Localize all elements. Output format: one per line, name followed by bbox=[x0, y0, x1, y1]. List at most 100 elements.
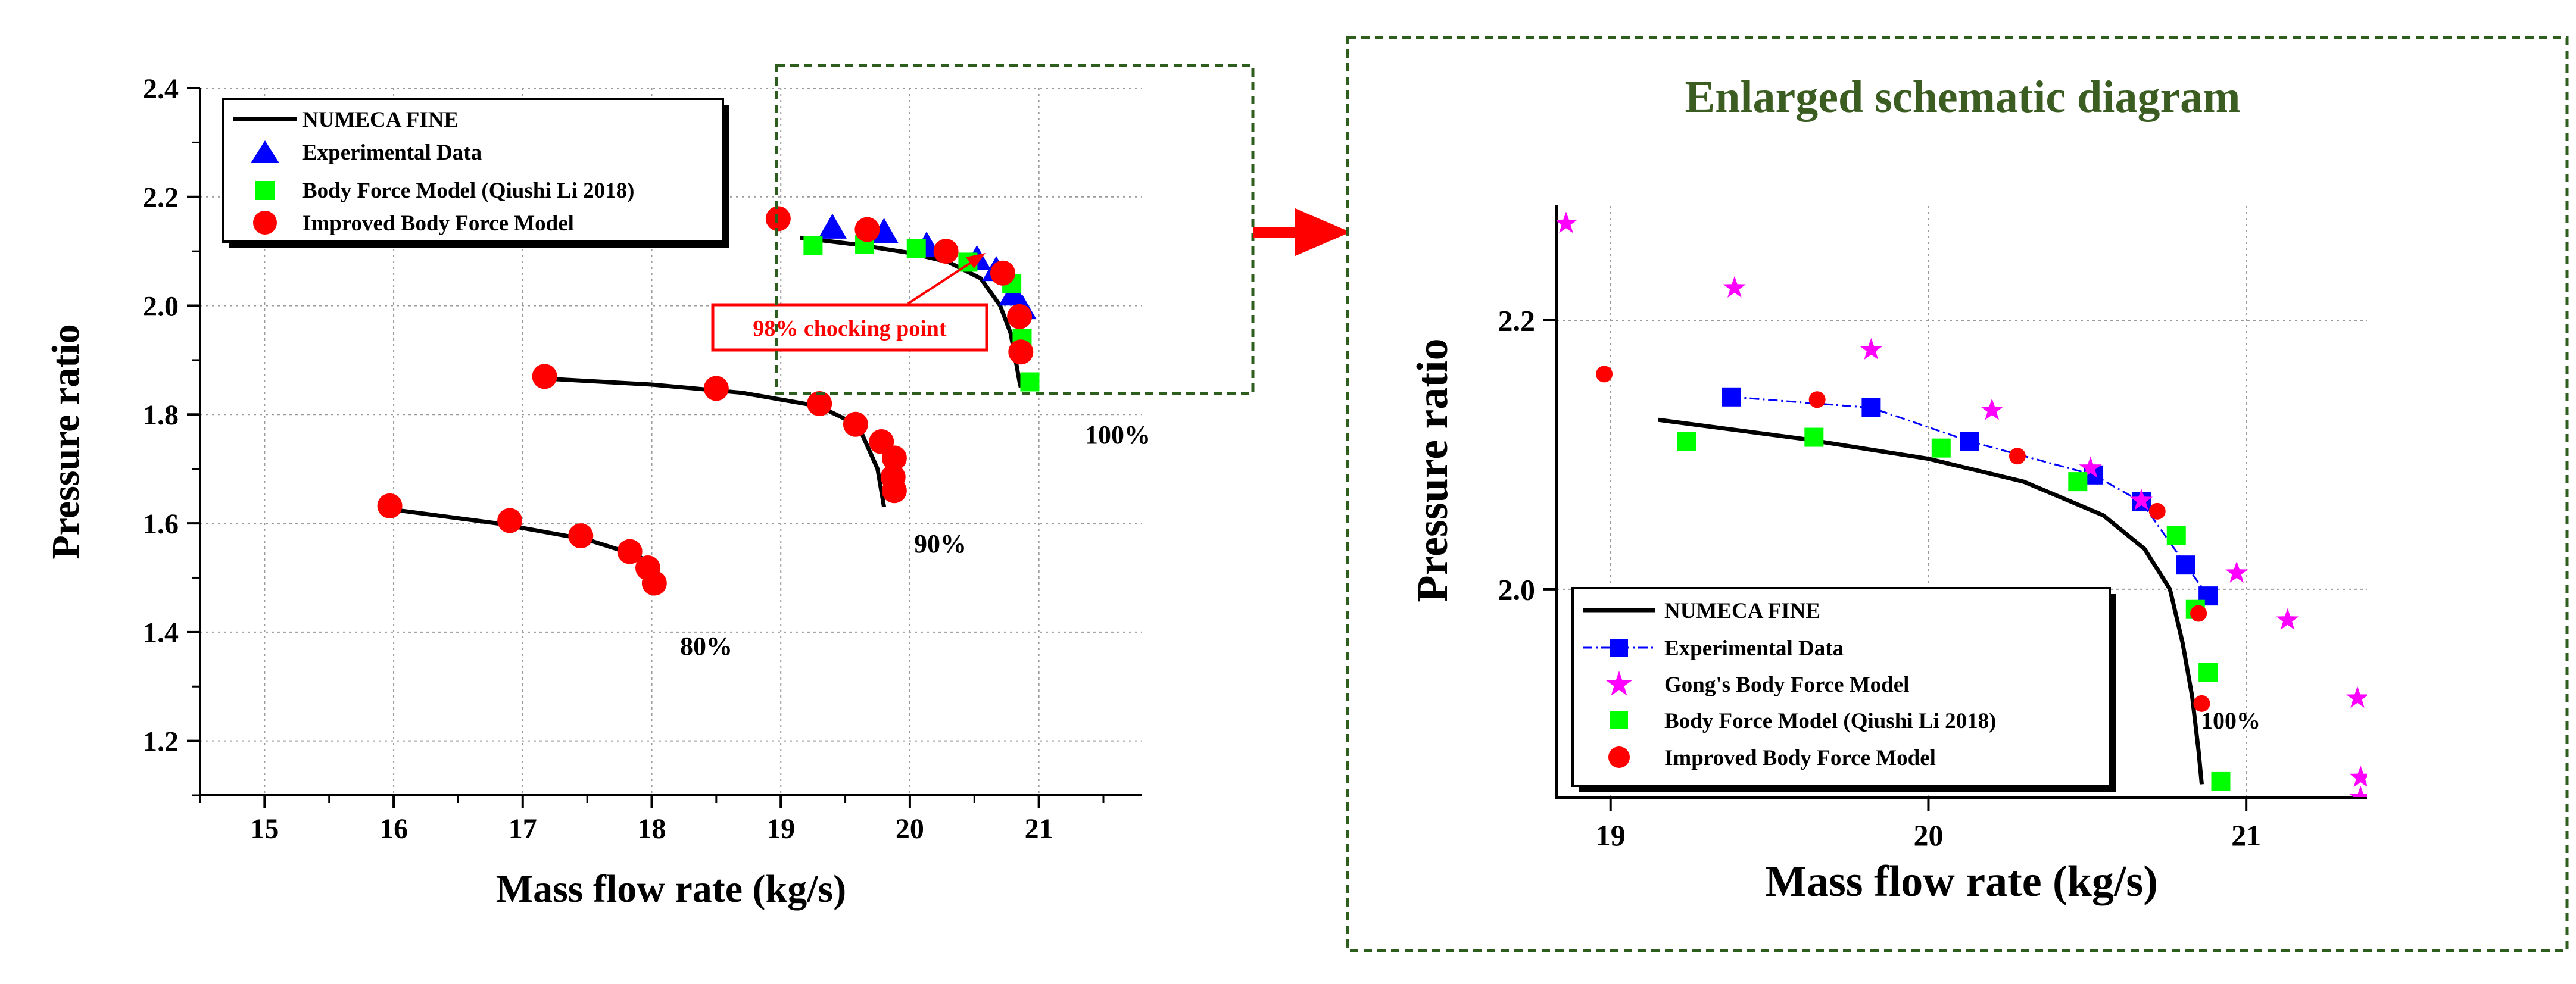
main-legend: NUMECA FINE Experimental Data Body Force… bbox=[222, 98, 729, 248]
choking-callout: 98% chocking point bbox=[711, 253, 988, 352]
annotation-100: 100% bbox=[1085, 420, 1150, 449]
enlarged-panel-border bbox=[1346, 36, 2569, 952]
y-tick-label: 2.2 bbox=[143, 182, 179, 214]
enlarged-title: Enlarged schematic diagram bbox=[1685, 72, 2240, 122]
x-tick-label: 17 bbox=[509, 813, 537, 845]
enlarged-y-axis-label: Pressure ratio bbox=[1408, 338, 1457, 602]
enlarged-axes bbox=[1555, 205, 2367, 799]
legend-label-qiushi: Body Force Model (Qiushi Li 2018) bbox=[302, 179, 634, 203]
marker-improved-body-force-model bbox=[2193, 695, 2210, 712]
main-y-axis-label: Pressure ratio bbox=[44, 324, 88, 559]
main-legend-box bbox=[222, 98, 724, 243]
y-tick-label: 2.2 bbox=[1498, 304, 1536, 338]
marker-improved-body-force-model-100 bbox=[765, 206, 791, 232]
marker-body-force-model-qiushi-li-2018 bbox=[2068, 472, 2088, 492]
legend-circle-icon bbox=[253, 211, 277, 235]
marker-improved-body-force-model-80 bbox=[497, 508, 523, 533]
enlarged-series bbox=[1557, 211, 2367, 797]
legend-triangle-icon bbox=[251, 140, 279, 163]
marker-body-force-model-qiushi-li-2018 bbox=[2166, 526, 2186, 545]
x-tick-label: 20 bbox=[1913, 819, 1943, 852]
marker-gong-s-body-force-model bbox=[1557, 211, 1577, 233]
legend2-label-numeca: NUMECA FINE bbox=[1664, 599, 1820, 623]
main-chart: 15 16 17 18 19 20 21 1.2 1.4 1.6 1.8 2.0 2.2 2.4 Mass… bbox=[44, 64, 1255, 911]
y-tick-label: 1.6 bbox=[143, 508, 179, 540]
marker-body-force-model-qiushi-li-2018 bbox=[2198, 663, 2218, 682]
marker-experimental-data bbox=[1722, 387, 1741, 407]
marker-improved-body-force-model bbox=[1808, 391, 1826, 408]
marker-body-force-model-qiushi-li-2018 bbox=[2211, 771, 2231, 791]
marker-body-force-model-qiushi-li-2018 bbox=[1804, 427, 1824, 447]
marker-improved-body-force-model-100 bbox=[1008, 339, 1034, 365]
marker-gong-s-body-force-model bbox=[2276, 608, 2299, 630]
legend2-star-icon bbox=[1606, 671, 1632, 696]
marker-improved-body-force-model-90 bbox=[532, 364, 557, 389]
main-series bbox=[377, 206, 1040, 596]
x-tick-label: 15 bbox=[250, 813, 279, 845]
right-arrow-icon bbox=[1253, 208, 1351, 256]
legend2-circle-icon bbox=[1608, 746, 1630, 768]
marker-body-force-model-qiushi-li-2018 bbox=[906, 239, 926, 258]
marker-body-force-model-qiushi-li-2018 bbox=[1677, 432, 1696, 451]
marker-gong-s-body-force-model bbox=[1981, 398, 2004, 420]
marker-gong-s-body-force-model bbox=[2225, 561, 2248, 583]
legend2-label-experimental: Experimental Data bbox=[1664, 636, 1844, 661]
series-line-numeca-fine bbox=[1658, 417, 2204, 785]
marker-body-force-model-qiushi-li-2018 bbox=[1020, 372, 1040, 392]
marker-improved-body-force-model-80 bbox=[568, 523, 594, 549]
callout-arrowhead-icon bbox=[966, 253, 986, 268]
marker-improved-body-force-model bbox=[2009, 448, 2026, 465]
callout-label: 98% chocking point bbox=[753, 316, 947, 341]
x-tick-label: 21 bbox=[1025, 813, 1053, 845]
enlarged-annotation-100: 100% bbox=[2201, 707, 2260, 734]
y-tick-label: 1.8 bbox=[143, 399, 179, 431]
annotation-90: 90% bbox=[914, 529, 966, 558]
main-x-axis-label: Mass flow rate (kg/s) bbox=[496, 867, 846, 911]
x-tick-label: 16 bbox=[379, 813, 408, 845]
marker-gong-s-body-force-model bbox=[2346, 686, 2367, 708]
legend2-label-gong: Gong's Body Force Model bbox=[1664, 673, 1909, 697]
marker-improved-body-force-model-90 bbox=[881, 478, 907, 504]
callout-pointer bbox=[907, 258, 978, 305]
legend-label-experimental: Experimental Data bbox=[302, 140, 482, 165]
marker-gong-s-body-force-model bbox=[1860, 338, 1883, 360]
marker-improved-body-force-model bbox=[2190, 605, 2207, 622]
y-tick-label: 2.4 bbox=[143, 73, 179, 105]
main-axes bbox=[199, 88, 1142, 796]
marker-improved-body-force-model-100 bbox=[990, 260, 1015, 286]
annotation-80: 80% bbox=[680, 632, 732, 661]
marker-gong-s-body-force-model bbox=[2349, 766, 2367, 788]
marker-improved-body-force-model-90 bbox=[703, 376, 729, 401]
enlarged-x-axis-label: Mass flow rate (kg/s) bbox=[1765, 857, 2158, 906]
marker-improved-body-force-model-80 bbox=[377, 493, 403, 518]
marker-improved-body-force-model-100 bbox=[1007, 304, 1033, 329]
marker-improved-body-force-model bbox=[1596, 366, 1613, 383]
legend-square-icon bbox=[255, 181, 275, 200]
legend2-square-green-icon bbox=[1610, 711, 1628, 729]
marker-improved-body-force-model bbox=[2148, 502, 2166, 520]
marker-improved-body-force-model-90 bbox=[881, 445, 907, 471]
legend-label-improved: Improved Body Force Model bbox=[302, 211, 574, 236]
y-tick-label: 1.4 bbox=[143, 617, 179, 649]
marker-improved-body-force-model-90 bbox=[807, 391, 832, 417]
marker-improved-body-force-model-100 bbox=[854, 217, 880, 242]
legend2-label-qiushi: Body Force Model (Qiushi Li 2018) bbox=[1664, 709, 1996, 733]
y-tick-label: 2.0 bbox=[1498, 573, 1536, 606]
x-tick-label: 18 bbox=[637, 813, 666, 845]
enlarged-legend: NUMECA FINE Experimental Data Gong's Bod… bbox=[1571, 587, 2116, 792]
marker-improved-body-force-model-90 bbox=[843, 411, 868, 437]
marker-body-force-model-qiushi-li-2018 bbox=[1931, 438, 1951, 458]
marker-experimental-data bbox=[1861, 398, 1881, 417]
legend2-square-blue-icon bbox=[1610, 639, 1628, 657]
x-tick-label: 20 bbox=[896, 813, 924, 845]
y-tick-label: 1.2 bbox=[143, 726, 179, 757]
x-tick-label: 19 bbox=[1596, 819, 1626, 852]
marker-body-force-model-qiushi-li-2018 bbox=[803, 236, 823, 256]
legend-label-numeca: NUMECA FINE bbox=[302, 108, 459, 132]
series-line-numeca-fine-100 bbox=[800, 235, 1023, 388]
marker-improved-body-force-model-80 bbox=[617, 539, 643, 564]
enlarged-legend-box bbox=[1571, 587, 2111, 787]
marker-gong-s-body-force-model bbox=[2079, 456, 2102, 478]
main-ticks: 15 16 17 18 19 20 21 1.2 1.4 1.6 1.8 2.0 2.2 2.4 bbox=[143, 73, 1105, 845]
